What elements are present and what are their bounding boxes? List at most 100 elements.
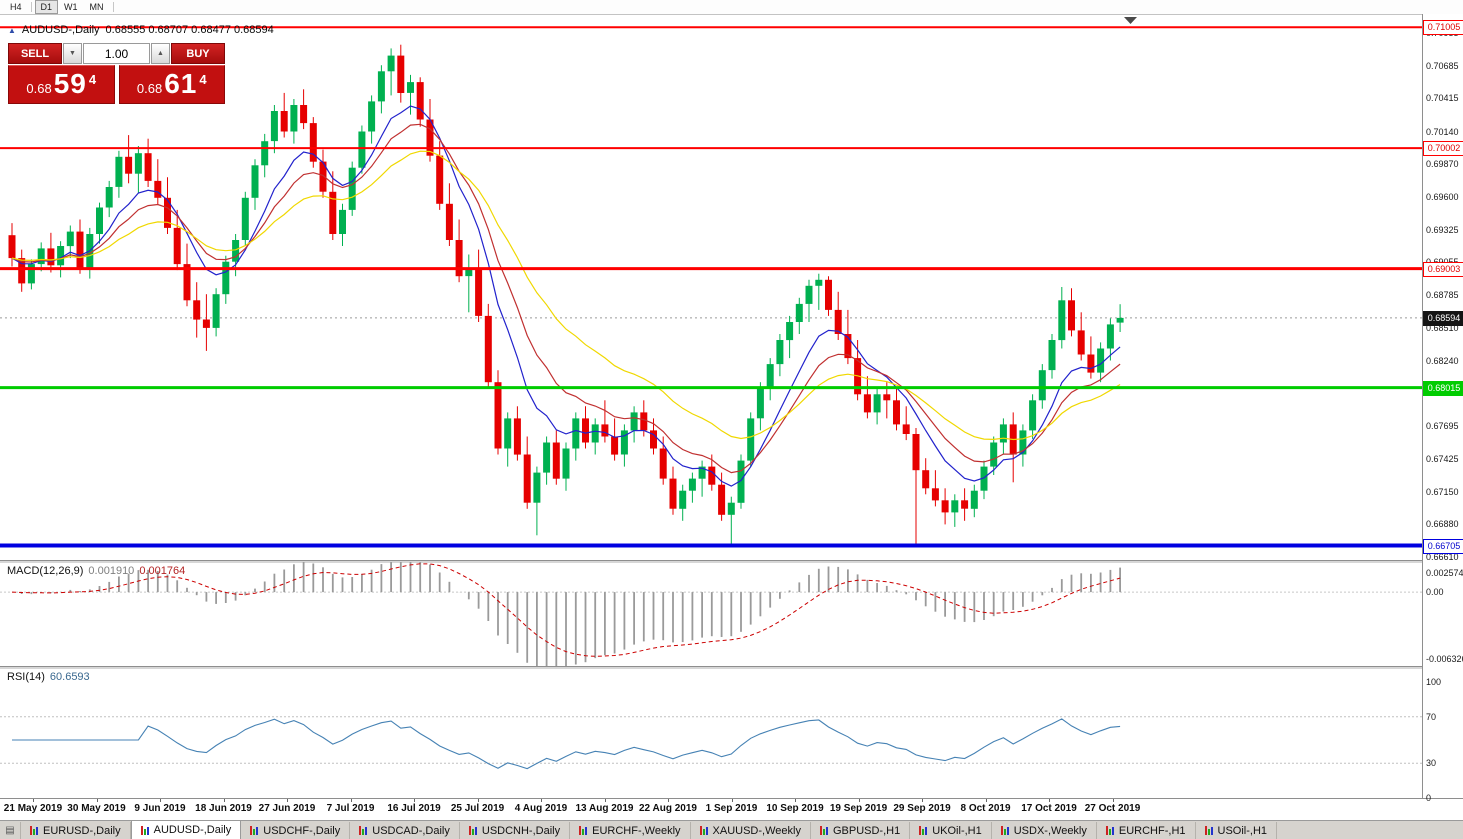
x-axis-tick — [1049, 799, 1050, 802]
candle-body — [309, 123, 317, 162]
candle-body — [57, 246, 65, 266]
candle-body — [426, 119, 434, 156]
candle-body — [795, 303, 803, 322]
candle-body — [922, 470, 930, 489]
candle-body — [475, 267, 483, 316]
candle-body — [640, 412, 648, 431]
chart-tab-eurchf-weekly[interactable]: EURCHF-,Weekly — [570, 822, 691, 839]
x-axis-label: 4 Aug 2019 — [514, 803, 568, 814]
buy-price-prefix: 0.68 — [136, 81, 163, 96]
macd-indicator-panel — [0, 562, 1422, 666]
chart-tab-usdchf-daily[interactable]: USDCHF-,Daily — [241, 822, 351, 839]
chart-tab-usdx-weekly[interactable]: USDX-,Weekly — [991, 822, 1097, 839]
tab-list-button[interactable]: ▤ — [0, 822, 21, 839]
candle-body — [251, 165, 259, 198]
timeframe-button-mn[interactable]: MN — [89, 2, 104, 12]
tab-label: EURCHF-,Weekly — [592, 824, 681, 837]
chart-tab-usdcad-daily[interactable]: USDCAD-,Daily — [350, 822, 460, 839]
price-tick-label: 0.69600 — [1426, 191, 1459, 202]
candle-body — [66, 231, 74, 247]
candle-body — [37, 248, 45, 265]
chart-tab-audusd-daily[interactable]: AUDUSD-,Daily — [130, 820, 242, 839]
sell-button[interactable]: SELL — [8, 43, 62, 64]
price-tick-label: 0.67425 — [1426, 453, 1459, 464]
x-axis-label: 17 Oct 2019 — [1021, 803, 1077, 814]
candle-body — [96, 207, 103, 234]
chart-tab-eurusd-daily[interactable]: EURUSD-,Daily — [21, 822, 131, 839]
timeframe-button-d1[interactable]: D1 — [34, 0, 59, 14]
candle-body — [1019, 430, 1027, 455]
buy-price-display[interactable]: 0.68 61 4 — [118, 65, 225, 104]
candle-body — [951, 500, 959, 513]
candle-body — [582, 418, 589, 443]
rsi-scale-label: 30 — [1426, 758, 1437, 769]
macd-signal-value: 0.001764 — [139, 565, 186, 577]
macd-main-value: 0.001910 — [88, 565, 135, 577]
candle-body — [455, 240, 463, 277]
chart-icon — [699, 826, 708, 835]
candle-body — [679, 490, 687, 509]
candle-body — [407, 82, 414, 93]
volume-increase-button[interactable]: ▲ — [151, 43, 170, 64]
x-axis-tick — [795, 799, 796, 802]
x-axis-label: 9 Jun 2019 — [134, 803, 186, 814]
x-axis-label: 18 Jun 2019 — [195, 803, 252, 814]
timeframe-button-h4[interactable]: H4 — [10, 2, 22, 12]
x-axis-tick — [96, 799, 98, 802]
candle-body — [183, 264, 191, 301]
candle-body — [484, 315, 492, 383]
volume-input[interactable] — [83, 43, 150, 64]
chart-icon — [1204, 826, 1213, 835]
x-axis-tick — [350, 799, 352, 802]
candle-body — [844, 334, 852, 359]
line-price-tag[interactable]: 0.71005 — [1423, 20, 1463, 36]
ma-line-24 — [11, 150, 1121, 441]
line-price-tag[interactable]: 0.68015 — [1423, 380, 1463, 396]
candle-body — [193, 300, 201, 320]
candle-body — [883, 394, 891, 401]
candle-body — [164, 197, 171, 228]
rsi-line — [12, 718, 1121, 770]
tab-list-icon: ▤ — [5, 825, 15, 836]
rsi-scale-label: 0 — [1426, 793, 1432, 803]
chart-tab-eurchf-h1[interactable]: EURCHF-,H1 — [1096, 822, 1196, 839]
candle-body — [329, 191, 337, 234]
chart-tab-gbpusd-h1[interactable]: GBPUSD-,H1 — [810, 822, 911, 839]
candle-body — [659, 448, 667, 479]
panel-splitter[interactable] — [0, 666, 1463, 669]
candle-body — [533, 472, 541, 503]
price-tick-label: 0.66880 — [1426, 519, 1459, 530]
timeframe-button-w1[interactable]: W1 — [64, 2, 78, 12]
volume-decrease-button[interactable]: ▼ — [63, 43, 82, 64]
line-price-tag[interactable]: 0.69003 — [1423, 261, 1463, 277]
chart-tab-usdcnh-daily[interactable]: USDCNH-,Daily — [459, 822, 571, 839]
candle-body — [290, 105, 298, 132]
candle-body — [601, 424, 609, 437]
x-axis-tick — [541, 799, 542, 802]
line-price-tag[interactable]: 0.70002 — [1423, 141, 1463, 157]
x-axis-tick — [668, 799, 669, 802]
buy-button[interactable]: BUY — [171, 43, 225, 64]
candle-body — [494, 382, 502, 449]
candle-body — [756, 388, 764, 419]
sell-price-display[interactable]: 0.68 59 4 — [8, 65, 115, 104]
panel-splitter[interactable] — [0, 560, 1463, 563]
buy-price-sup: 4 — [199, 72, 207, 87]
candle-body — [465, 267, 473, 277]
tab-label: USDX-,Weekly — [1013, 824, 1087, 837]
line-price-tag[interactable]: 0.66705 — [1423, 538, 1463, 554]
chart-tab-usoil-h1[interactable]: USOil-,H1 — [1195, 822, 1278, 839]
chart-tab-xauusd-weekly[interactable]: XAUUSD-,Weekly — [690, 822, 811, 839]
tab-label: XAUUSD-,Weekly — [712, 824, 801, 837]
candle-body — [815, 279, 823, 286]
candle-body — [805, 285, 813, 304]
price-tick-label: 0.67150 — [1426, 486, 1459, 497]
tab-label: AUDUSD-,Daily — [153, 824, 232, 836]
time-axis: 21 May 2019 30 May 2019 9 Jun 2019 18 Jun 2… — [0, 798, 1463, 818]
chart-tab-ukoil-h1[interactable]: UKOil-,H1 — [910, 822, 992, 839]
candle-body — [737, 460, 745, 503]
chart-shift-marker — [1124, 17, 1137, 24]
chart-icon — [1000, 826, 1009, 835]
candle-body — [902, 424, 910, 434]
chart-icon — [919, 826, 928, 835]
